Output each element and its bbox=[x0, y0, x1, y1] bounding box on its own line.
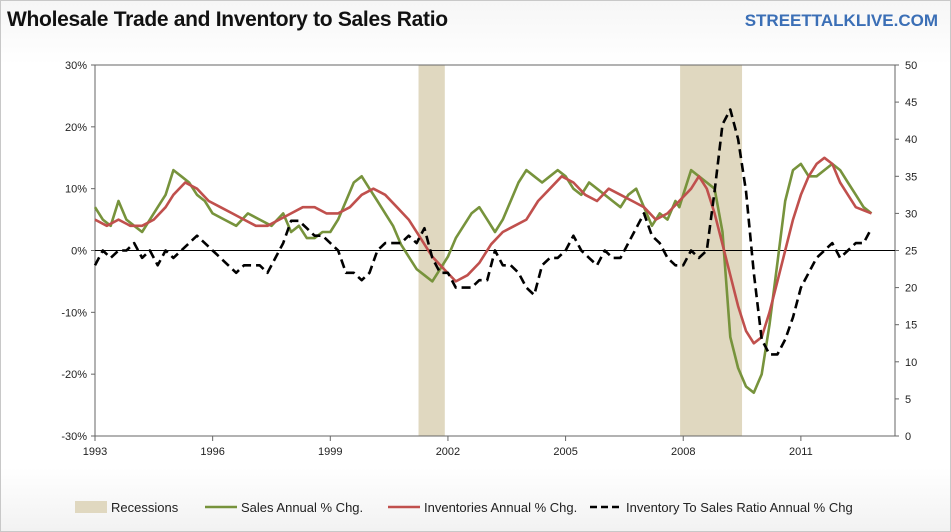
legend-item-sales: Sales Annual % Chg. bbox=[205, 500, 363, 515]
y-right-tick-label: 10 bbox=[905, 357, 917, 369]
y-left-tick-label: 0% bbox=[71, 246, 87, 258]
y-right-tick-label: 15 bbox=[905, 320, 917, 332]
x-tick-label: 2011 bbox=[789, 446, 813, 458]
series-lines bbox=[93, 108, 873, 395]
y-left-tick-label: 20% bbox=[65, 122, 87, 134]
y-right-tick-label: 50 bbox=[905, 60, 917, 72]
x-tick-label: 1999 bbox=[318, 446, 342, 458]
legend-item-recessions: Recessions bbox=[75, 500, 179, 515]
x-tick-label: 1996 bbox=[200, 446, 224, 458]
y-right-tick-label: 0 bbox=[905, 431, 911, 443]
legend-label: Inventories Annual % Chg. bbox=[424, 500, 577, 515]
y-right-tick-label: 20 bbox=[905, 283, 917, 295]
y-right-tick-label: 45 bbox=[905, 97, 917, 109]
legend-item-ratio: Inventory To Sales Ratio Annual % Chg bbox=[590, 500, 853, 515]
series-line-inventories bbox=[94, 156, 872, 345]
x-tick-label: 2002 bbox=[436, 446, 460, 458]
brand-logo-text: STREETTALKLIVE.COM bbox=[744, 11, 938, 30]
x-tick-label: 2005 bbox=[553, 446, 577, 458]
y-right-tick-label: 40 bbox=[905, 134, 917, 146]
y-left-tick-label: 30% bbox=[65, 60, 87, 72]
series-line-sales bbox=[93, 162, 873, 395]
legend: Recessions Sales Annual % Chg. Inventories… bbox=[75, 500, 853, 515]
chart-title: Wholesale Trade and Inventory to Sales R… bbox=[7, 8, 448, 31]
x-tick-label: 2008 bbox=[671, 446, 695, 458]
y-right-tick-label: 25 bbox=[905, 246, 917, 258]
y-right-tick-label: 35 bbox=[905, 171, 917, 183]
axes: 30%20%10%0%-10%-20%-30%50454035302520151… bbox=[61, 60, 917, 458]
y-left-tick-label: 10% bbox=[65, 184, 87, 196]
y-left-tick-label: -10% bbox=[61, 307, 87, 319]
legend-item-inventories: Inventories Annual % Chg. bbox=[388, 500, 577, 515]
legend-label: Sales Annual % Chg. bbox=[241, 500, 363, 515]
series-line-inventory-sales-ratio bbox=[93, 108, 873, 356]
x-tick-label: 1993 bbox=[83, 446, 107, 458]
y-left-tick-label: -30% bbox=[61, 431, 87, 443]
legend-label: Recessions bbox=[111, 500, 179, 515]
legend-swatch-recessions bbox=[75, 501, 107, 513]
y-left-tick-label: -20% bbox=[61, 369, 87, 381]
y-right-tick-label: 30 bbox=[905, 208, 917, 220]
legend-label: Inventory To Sales Ratio Annual % Chg bbox=[626, 500, 853, 515]
y-right-tick-label: 5 bbox=[905, 394, 911, 406]
